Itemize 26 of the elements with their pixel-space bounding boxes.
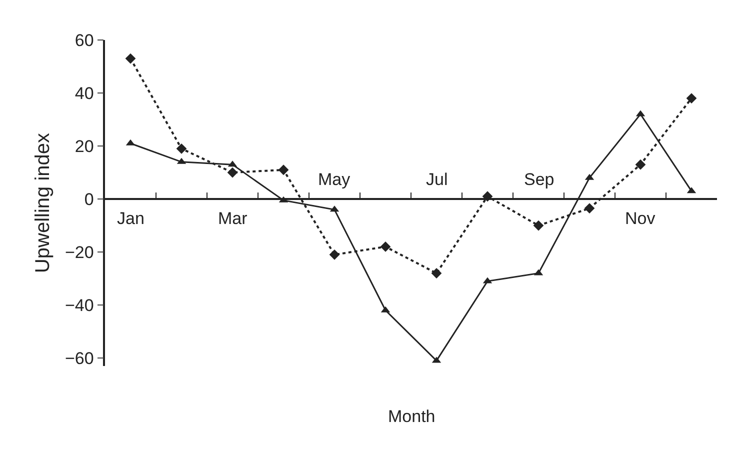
point xyxy=(125,53,136,64)
point xyxy=(431,268,442,278)
y-tick-label: −40 xyxy=(65,296,94,315)
point xyxy=(686,93,697,104)
point xyxy=(635,159,646,170)
x-tick-label: Sep xyxy=(524,170,554,189)
y-tick-label: 40 xyxy=(74,84,94,103)
point xyxy=(278,164,289,176)
y-tick-label: −60 xyxy=(65,349,94,368)
y-axis-title: Upwelling index xyxy=(32,132,54,274)
x-tick-label: May xyxy=(318,170,351,189)
y-tick-label: 20 xyxy=(74,136,94,156)
x-axis-title: Month xyxy=(388,407,436,426)
x-tick-label: Nov xyxy=(625,209,656,228)
point xyxy=(329,249,340,260)
y-tick-label: 0 xyxy=(84,190,94,209)
point xyxy=(533,220,544,231)
point xyxy=(584,203,595,214)
x-tick-label: Jul xyxy=(426,170,448,189)
point xyxy=(176,143,187,154)
point xyxy=(380,242,391,252)
x-tick-label: Jan xyxy=(117,209,144,228)
point xyxy=(227,167,238,178)
x-tick-label: Mar xyxy=(218,209,248,228)
y-tick-label: 60 xyxy=(74,30,94,50)
y-tick-label: −20 xyxy=(65,242,94,262)
